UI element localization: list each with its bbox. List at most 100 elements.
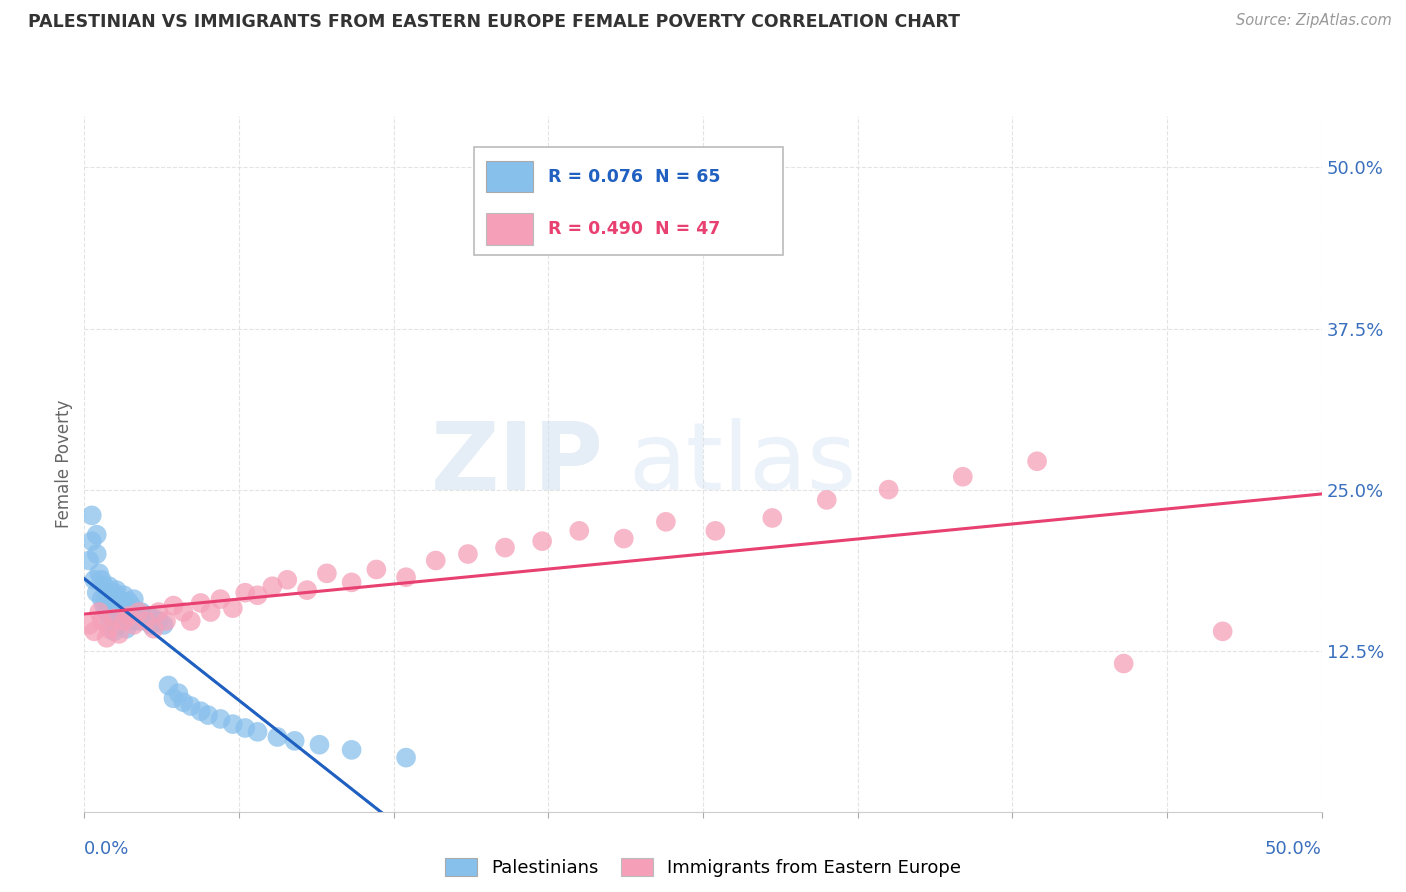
- Point: [222, 601, 245, 615]
- Point: [98, 622, 121, 636]
- Point: [112, 588, 135, 602]
- Point: [276, 573, 298, 587]
- Point: [457, 547, 479, 561]
- Point: [315, 566, 337, 581]
- Point: [100, 608, 122, 623]
- Point: [115, 622, 138, 636]
- Point: [118, 611, 141, 625]
- Text: R = 0.490  N = 47: R = 0.490 N = 47: [548, 220, 721, 238]
- Point: [89, 566, 111, 581]
- Point: [246, 724, 269, 739]
- Point: [157, 678, 180, 692]
- Point: [613, 532, 636, 546]
- Point: [96, 585, 118, 599]
- Point: [815, 492, 838, 507]
- Point: [340, 575, 363, 590]
- Point: [118, 608, 141, 623]
- Point: [209, 712, 232, 726]
- Point: [98, 579, 121, 593]
- Point: [80, 508, 103, 523]
- Text: R = 0.076  N = 65: R = 0.076 N = 65: [548, 168, 721, 186]
- Point: [96, 631, 118, 645]
- Text: 0.0%: 0.0%: [84, 839, 129, 857]
- Point: [142, 611, 165, 625]
- Point: [152, 618, 174, 632]
- Point: [233, 585, 256, 599]
- Point: [1212, 624, 1234, 639]
- Point: [531, 534, 554, 549]
- Point: [125, 605, 148, 619]
- Point: [180, 699, 202, 714]
- Point: [115, 601, 138, 615]
- Point: [155, 614, 177, 628]
- Text: PALESTINIAN VS IMMIGRANTS FROM EASTERN EUROPE FEMALE POVERTY CORRELATION CHART: PALESTINIAN VS IMMIGRANTS FROM EASTERN E…: [28, 13, 960, 31]
- Point: [90, 614, 112, 628]
- Point: [246, 588, 269, 602]
- Point: [122, 592, 145, 607]
- Point: [172, 695, 194, 709]
- Point: [266, 730, 288, 744]
- Point: [135, 614, 157, 628]
- Point: [148, 614, 170, 628]
- Point: [395, 750, 418, 764]
- Point: [284, 734, 307, 748]
- Point: [148, 605, 170, 619]
- Text: 50.0%: 50.0%: [1265, 839, 1322, 857]
- Point: [167, 686, 190, 700]
- Point: [233, 721, 256, 735]
- Bar: [486, 213, 533, 244]
- Point: [132, 611, 155, 625]
- Point: [655, 515, 678, 529]
- Point: [222, 717, 245, 731]
- Point: [83, 573, 105, 587]
- Point: [89, 605, 111, 619]
- Point: [952, 469, 974, 483]
- Point: [142, 622, 165, 636]
- Text: atlas: atlas: [628, 417, 858, 510]
- Point: [90, 592, 112, 607]
- Point: [83, 624, 105, 639]
- Point: [262, 579, 284, 593]
- Point: [105, 583, 128, 598]
- Point: [209, 592, 232, 607]
- Point: [90, 573, 112, 587]
- Point: [108, 592, 131, 607]
- Point: [128, 605, 150, 619]
- Point: [110, 596, 132, 610]
- Point: [86, 585, 108, 599]
- Point: [86, 527, 108, 541]
- Point: [122, 618, 145, 632]
- Point: [105, 601, 128, 615]
- Point: [180, 614, 202, 628]
- Point: [118, 595, 141, 609]
- Point: [1026, 454, 1049, 468]
- Point: [141, 618, 163, 632]
- Point: [494, 541, 516, 555]
- Point: [105, 618, 128, 632]
- Point: [162, 599, 184, 613]
- Point: [129, 605, 152, 619]
- Point: [112, 614, 135, 628]
- Point: [197, 708, 219, 723]
- Point: [122, 608, 145, 623]
- Point: [79, 618, 101, 632]
- Legend: Palestinians, Immigrants from Eastern Europe: Palestinians, Immigrants from Eastern Eu…: [439, 853, 967, 883]
- Point: [295, 583, 318, 598]
- Text: ZIP: ZIP: [432, 417, 605, 510]
- Point: [108, 627, 131, 641]
- Bar: [486, 161, 533, 193]
- FancyBboxPatch shape: [474, 147, 783, 255]
- Point: [340, 743, 363, 757]
- Point: [110, 614, 132, 628]
- Point: [96, 605, 118, 619]
- Point: [86, 547, 108, 561]
- Point: [190, 596, 212, 610]
- Point: [172, 605, 194, 619]
- Point: [103, 605, 125, 619]
- Point: [190, 704, 212, 718]
- Point: [98, 618, 121, 632]
- Point: [100, 592, 122, 607]
- Point: [704, 524, 727, 538]
- Point: [162, 691, 184, 706]
- Point: [425, 553, 447, 567]
